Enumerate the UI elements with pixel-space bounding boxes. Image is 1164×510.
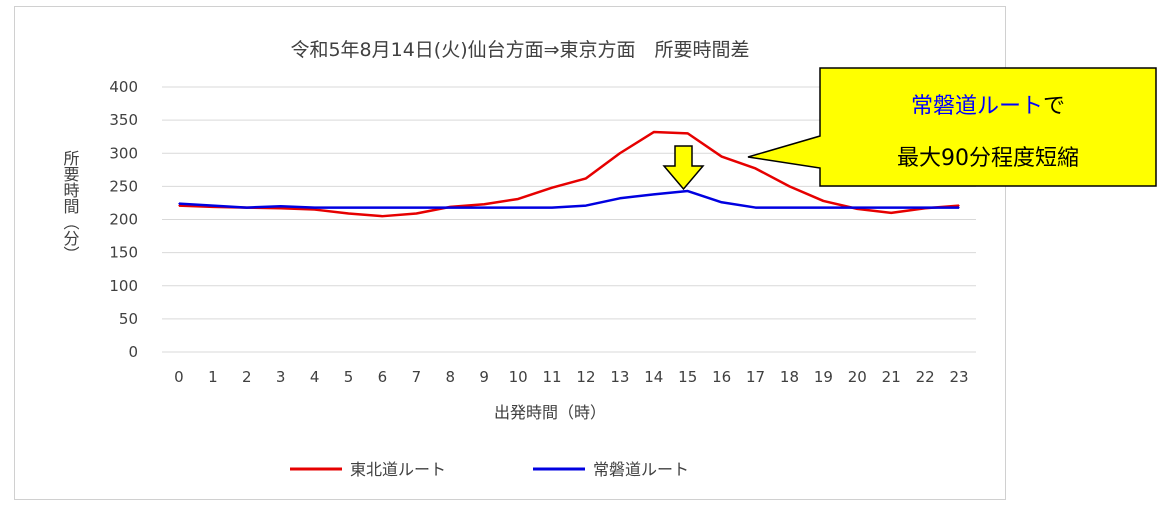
y-axis-label: 所要時間（分） bbox=[61, 150, 80, 262]
point-s0-x21 bbox=[890, 212, 892, 214]
x-tick-7: 7 bbox=[412, 368, 422, 386]
point-s1-x22 bbox=[924, 206, 926, 209]
point-s0-x9 bbox=[483, 203, 485, 205]
chart-title: 令和5年8月14日(火)仙台方面⇒東京方面 所要時間差 bbox=[290, 39, 749, 61]
y-tick-labels: 0 50 100 150 200 250 300 350 400 bbox=[109, 78, 138, 361]
x-tick-6: 6 bbox=[378, 368, 388, 386]
y-tick-250: 250 bbox=[109, 177, 138, 195]
x-tick-21: 21 bbox=[882, 368, 901, 386]
point-s1-x12 bbox=[585, 204, 587, 207]
callout-box bbox=[747, 67, 1157, 187]
point-s0-x7 bbox=[415, 212, 417, 215]
point-s0-x17 bbox=[754, 167, 757, 170]
callout: 常磐道ルートで 最大90分程度短縮 bbox=[747, 67, 1157, 187]
y-tick-350: 350 bbox=[109, 111, 138, 129]
x-tick-0: 0 bbox=[174, 368, 184, 386]
point-s0-x0 bbox=[178, 204, 180, 207]
point-s0-x4 bbox=[314, 208, 316, 211]
y-tick-200: 200 bbox=[109, 211, 138, 229]
x-tick-5: 5 bbox=[344, 368, 354, 386]
callout-line2: 最大90分程度短縮 bbox=[897, 146, 1079, 171]
point-s1-x2 bbox=[246, 206, 248, 209]
x-tick-15: 15 bbox=[678, 368, 697, 386]
point-s1-x0 bbox=[178, 203, 180, 205]
point-s1-x4 bbox=[314, 206, 316, 209]
y-tick-150: 150 bbox=[109, 244, 138, 262]
point-s1-x9 bbox=[483, 206, 485, 209]
y-tick-400: 400 bbox=[109, 78, 138, 96]
point-s0-x11 bbox=[551, 187, 553, 189]
point-s1-x21 bbox=[890, 206, 892, 209]
legend-label-joban: 常磐道ルート bbox=[593, 460, 689, 479]
point-s1-x20 bbox=[856, 206, 858, 209]
x-tick-3: 3 bbox=[276, 368, 286, 386]
x-tick-9: 9 bbox=[479, 368, 489, 386]
x-tick-12: 12 bbox=[576, 368, 595, 386]
point-s0-x5 bbox=[347, 212, 350, 215]
x-tick-13: 13 bbox=[610, 368, 629, 386]
series-lines bbox=[178, 130, 960, 218]
point-s1-x14 bbox=[653, 193, 655, 195]
x-tick-11: 11 bbox=[542, 368, 561, 386]
down-arrow-icon bbox=[662, 145, 705, 191]
point-s1-x1 bbox=[212, 204, 214, 207]
x-tick-22: 22 bbox=[916, 368, 935, 386]
x-tick-20: 20 bbox=[848, 368, 867, 386]
x-tick-18: 18 bbox=[780, 368, 799, 386]
point-s1-x17 bbox=[754, 206, 757, 209]
point-s1-x13 bbox=[619, 197, 621, 199]
point-s0-x12 bbox=[585, 177, 587, 180]
x-tick-19: 19 bbox=[814, 368, 833, 386]
y-tick-100: 100 bbox=[109, 277, 138, 295]
point-s0-x3 bbox=[280, 207, 282, 209]
x-tick-1: 1 bbox=[208, 368, 218, 386]
point-s1-x6 bbox=[381, 206, 384, 209]
series-line-0 bbox=[178, 130, 960, 218]
x-tick-14: 14 bbox=[644, 368, 663, 386]
legend: 東北道ルート 常磐道ルート bbox=[290, 460, 689, 479]
point-s1-x5 bbox=[347, 206, 350, 209]
point-s0-x18 bbox=[788, 185, 791, 187]
point-s1-x16 bbox=[721, 201, 723, 203]
point-s1-x7 bbox=[415, 206, 417, 209]
point-s1-x18 bbox=[788, 206, 791, 209]
point-s0-x19 bbox=[822, 200, 824, 202]
y-tick-50: 50 bbox=[119, 310, 138, 328]
point-s0-x23 bbox=[958, 204, 960, 207]
point-s0-x6 bbox=[381, 215, 384, 217]
x-tick-10: 10 bbox=[509, 368, 528, 386]
point-s1-x11 bbox=[551, 206, 553, 209]
point-s1-x23 bbox=[958, 206, 960, 209]
legend-label-tohoku: 東北道ルート bbox=[350, 460, 446, 479]
x-tick-8: 8 bbox=[446, 368, 456, 386]
point-s1-x10 bbox=[517, 206, 519, 209]
callout-line1: 常磐道ルートで bbox=[911, 94, 1065, 119]
x-axis-label: 出発時間（時） bbox=[494, 403, 606, 422]
point-s0-x14 bbox=[653, 131, 655, 133]
point-s1-x8 bbox=[449, 206, 451, 209]
x-tick-labels: 0 1 2 3 4 5 6 7 8 9 10 11 12 13 14 15 16 17 18 19 20 21 22 23 bbox=[174, 368, 968, 386]
x-tick-4: 4 bbox=[310, 368, 320, 386]
y-tick-0: 0 bbox=[128, 343, 138, 361]
point-s1-x19 bbox=[822, 206, 824, 209]
x-tick-17: 17 bbox=[746, 368, 765, 386]
series-line-1 bbox=[178, 189, 960, 209]
point-s1-x3 bbox=[280, 205, 282, 207]
y-tick-300: 300 bbox=[109, 144, 138, 162]
point-s0-x10 bbox=[517, 198, 519, 200]
x-tick-2: 2 bbox=[242, 368, 252, 386]
point-s1-x15 bbox=[687, 190, 689, 192]
x-tick-23: 23 bbox=[949, 368, 968, 386]
point-s0-x15 bbox=[687, 132, 689, 134]
point-s0-x16 bbox=[721, 155, 723, 158]
point-s0-x13 bbox=[619, 152, 621, 154]
x-tick-16: 16 bbox=[712, 368, 731, 386]
